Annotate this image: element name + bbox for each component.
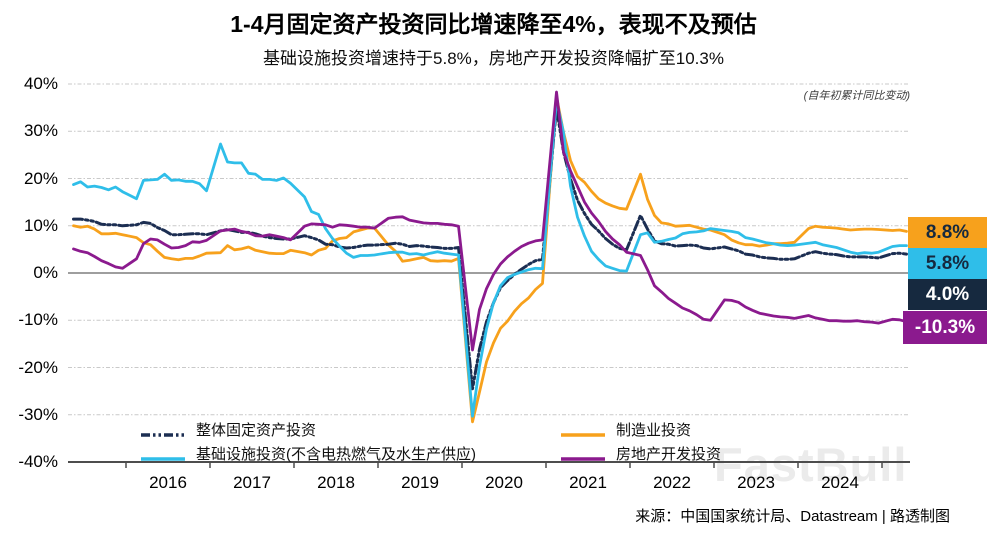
value-badge-real-estate: -10.3% <box>903 311 987 344</box>
legend-swatch-cyan-line <box>140 450 186 461</box>
y-axis-tick-label: -20% <box>18 357 58 377</box>
y-axis-tick-label: -30% <box>18 404 58 424</box>
value-badge-infrastructure: 5.8% <box>908 248 987 279</box>
watermark: FastBull <box>714 438 908 491</box>
y-axis-tick-label: 30% <box>23 121 58 141</box>
x-axis-year-label: 2021 <box>569 473 607 492</box>
y-axis-tick-label: 10% <box>23 215 58 235</box>
legend-swatch-purple-line <box>560 450 606 461</box>
x-axis-year-label: 2019 <box>401 473 439 492</box>
x-axis-year-label: 2020 <box>485 473 523 492</box>
source-attribution: 来源：中国国家统计局、Datastream | 路透制图 <box>635 508 950 525</box>
legend-item-infrastructure: 基础设施投资(不含电热燃气及水生产供应) <box>140 443 476 464</box>
legend-item-manufacturing: 制造业投资 <box>560 419 691 440</box>
y-axis-tick-label: -10% <box>18 310 58 330</box>
legend-label: 房地产开发投资 <box>616 446 722 463</box>
chart-subtitle: 基础设施投资增速持于5.8%，房地产开发投资降幅扩至10.3% <box>263 49 724 68</box>
y-axis-tick-label: 40% <box>23 74 58 93</box>
y-axis-tick-label: -40% <box>18 452 58 471</box>
x-axis-year-label: 2024 <box>821 473 859 492</box>
x-axis-year-label: 2018 <box>317 473 355 492</box>
value-badge-overall-fai: 4.0% <box>908 279 987 310</box>
x-axis-year-label: 2016 <box>149 473 187 492</box>
legend-swatch-orange-line <box>560 426 606 437</box>
y-axis-tick-label: 20% <box>23 168 58 188</box>
x-axis-year-label: 2022 <box>653 473 691 492</box>
legend-label: 制造业投资 <box>616 422 692 439</box>
page-title: 1-4月固定资产投资同比增速降至4%，表现不及预估 <box>230 11 757 37</box>
x-axis-year-label: 2017 <box>233 473 271 492</box>
x-axis-year-label: 2023 <box>737 473 775 492</box>
chart-note: (自年初累计同比变动) <box>803 90 910 102</box>
legend-item-overall-fai: 整体固定资产投资 <box>140 419 316 440</box>
legend-item-real-estate: 房地产开发投资 <box>560 443 721 464</box>
legend-swatch-dashdot-navy <box>140 426 186 437</box>
y-axis-tick-label: 0% <box>33 263 58 282</box>
value-badge-manufacturing: 8.8% <box>908 217 987 248</box>
legend-label: 基础设施投资(不含电热燃气及水生产供应) <box>196 446 476 463</box>
legend-label: 整体固定资产投资 <box>196 422 317 439</box>
